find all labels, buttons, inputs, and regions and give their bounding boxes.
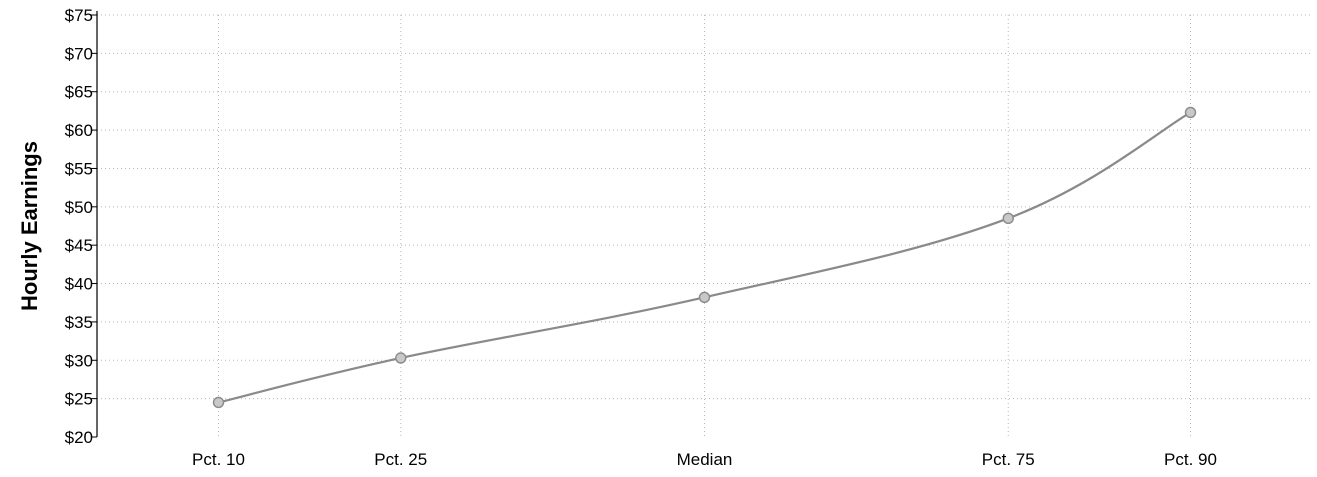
y-tick-label: $30 bbox=[65, 351, 93, 370]
y-tick-label: $65 bbox=[65, 83, 93, 102]
data-point bbox=[212, 396, 225, 409]
y-tick-label: $20 bbox=[65, 428, 93, 447]
x-tick-label: Pct. 25 bbox=[374, 450, 427, 469]
x-tick-label: Pct. 75 bbox=[982, 450, 1035, 469]
y-tick-label: $75 bbox=[65, 6, 93, 25]
y-tick-label: $40 bbox=[65, 275, 93, 294]
y-tick-label: $55 bbox=[65, 159, 93, 178]
series bbox=[212, 106, 1197, 409]
x-tick-label: Pct. 10 bbox=[192, 450, 245, 469]
y-tick-label: $45 bbox=[65, 236, 93, 255]
x-tick-labels: Pct. 10 Pct. 25 Median Pct. 75 Pct. 90 bbox=[192, 450, 1217, 469]
axes bbox=[91, 11, 98, 438]
y-tick-label: $35 bbox=[65, 313, 93, 332]
y-tick-label: $50 bbox=[65, 198, 93, 217]
x-tick-label: Pct. 90 bbox=[1164, 450, 1217, 469]
data-point bbox=[1002, 212, 1014, 225]
y-tick-label: $25 bbox=[65, 390, 93, 409]
y-tick-label: $60 bbox=[65, 121, 93, 140]
x-tick-label: Median bbox=[677, 450, 733, 469]
y-tick-labels: $20 $25 $30 $35 $40 $45 $50 $55 $60 $65 $70 $75 bbox=[65, 6, 93, 447]
data-point bbox=[395, 352, 407, 364]
y-tick-label: $70 bbox=[65, 44, 93, 63]
data-point bbox=[1184, 106, 1197, 119]
data-point bbox=[698, 291, 711, 304]
grid bbox=[97, 14, 1312, 437]
y-axis-label: Hourly Earnings bbox=[17, 141, 42, 311]
